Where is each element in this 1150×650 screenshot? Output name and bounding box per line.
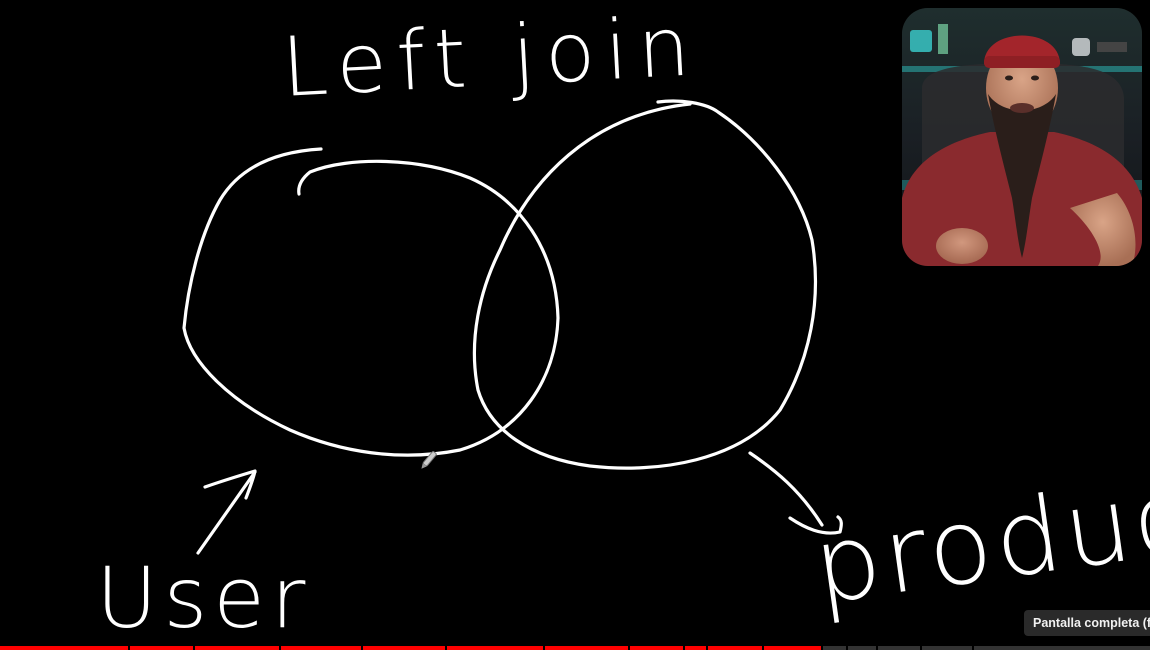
video-progress-fill	[0, 646, 822, 650]
video-progress-bar[interactable]	[0, 646, 1150, 650]
chapter-marker	[683, 646, 685, 650]
chapter-marker	[846, 646, 848, 650]
fullscreen-tooltip: Pantalla completa (f)	[1024, 610, 1150, 636]
chapter-marker	[279, 646, 281, 650]
chapter-marker	[876, 646, 878, 650]
presenter-webcam	[902, 8, 1142, 266]
chapter-marker	[445, 646, 447, 650]
whiteboard-title: Left join	[279, 0, 703, 116]
chapter-marker	[543, 646, 545, 650]
chapter-marker	[920, 646, 922, 650]
chapter-marker	[821, 646, 823, 650]
product-circle	[472, 99, 818, 470]
chapter-marker	[706, 646, 708, 650]
chapter-marker	[193, 646, 195, 650]
pen-cursor-icon	[421, 451, 437, 469]
chapter-marker	[762, 646, 764, 650]
chapter-marker	[628, 646, 630, 650]
user-label: User	[96, 549, 312, 647]
chapter-marker	[361, 646, 363, 650]
presenter-webcam-icon	[902, 8, 1142, 266]
chapter-marker	[128, 646, 130, 650]
user-circle	[182, 147, 560, 457]
user-arrow	[196, 469, 257, 555]
product-arrow	[748, 451, 843, 535]
chapter-marker	[972, 646, 974, 650]
